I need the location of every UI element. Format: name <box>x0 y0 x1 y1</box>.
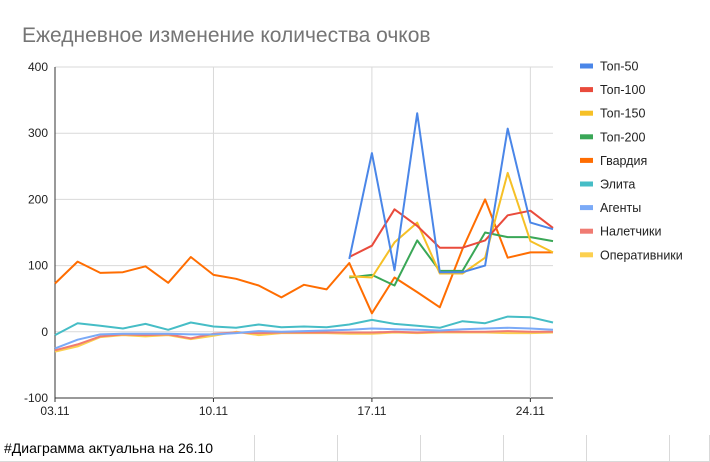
legend-swatch <box>580 181 593 187</box>
chart-title: Ежедневное изменение количества очков <box>22 24 431 47</box>
spreadsheet-row: #Диаграмма актуальна на 26.10 <box>0 435 710 462</box>
series-line[interactable] <box>54 315 554 336</box>
legend-entry[interactable]: Топ-100 <box>600 83 645 97</box>
series-line[interactable] <box>54 198 553 315</box>
legend-swatch <box>580 157 593 163</box>
legend-entry[interactable]: Топ-50 <box>600 60 638 74</box>
legend-entry[interactable]: Топ-200 <box>600 130 645 144</box>
series-line[interactable] <box>349 171 554 279</box>
sheet-note: #Диаграмма актуальна на 26.10 <box>4 440 214 456</box>
legend-swatch <box>580 228 593 234</box>
x-tick-label: 17.11 <box>357 404 386 418</box>
chart-container: Ежедневное изменение количества очков 400… <box>22 24 683 418</box>
legend-swatch <box>580 252 593 258</box>
y-tick-label: 300 <box>28 126 48 140</box>
sheet-cell[interactable] <box>421 435 504 462</box>
series-line[interactable] <box>54 330 553 352</box>
series-line[interactable] <box>348 112 554 274</box>
sheet-cell[interactable] <box>504 435 587 462</box>
legend-swatch <box>580 134 593 140</box>
x-tick-label: 24.11 <box>516 404 545 418</box>
legend-entry[interactable]: Топ-150 <box>600 107 645 121</box>
legend-swatch <box>580 63 593 69</box>
legend-swatch <box>580 205 593 211</box>
y-tick-label: -100 <box>24 391 48 405</box>
sheet-cell[interactable] <box>255 435 338 462</box>
line-chart: Ежедневное изменение количества очков 400… <box>22 24 683 418</box>
y-tick-label: 100 <box>28 259 48 273</box>
legend-entry[interactable]: Элита <box>600 178 635 192</box>
legend-entry[interactable]: Оперативники <box>600 248 683 262</box>
legend-swatch <box>580 87 593 93</box>
x-tick-label: 10.11 <box>199 404 228 418</box>
series-line[interactable] <box>54 326 554 350</box>
x-tick-label: 03.11 <box>40 404 69 418</box>
sheet-cell[interactable] <box>587 435 670 462</box>
series-line[interactable] <box>349 231 554 287</box>
series-line[interactable] <box>348 208 554 258</box>
y-tick-label: 200 <box>28 192 48 206</box>
sheet-cell[interactable] <box>670 435 710 462</box>
legend-entry[interactable]: Гвардия <box>600 154 647 168</box>
legend-entry[interactable]: Агенты <box>600 201 641 215</box>
y-tick-label: 400 <box>28 60 48 74</box>
legend-swatch <box>580 110 593 116</box>
y-tick-label: 0 <box>41 325 48 339</box>
sheet-cell[interactable] <box>338 435 421 462</box>
legend-entry[interactable]: Налетчики <box>600 225 661 239</box>
